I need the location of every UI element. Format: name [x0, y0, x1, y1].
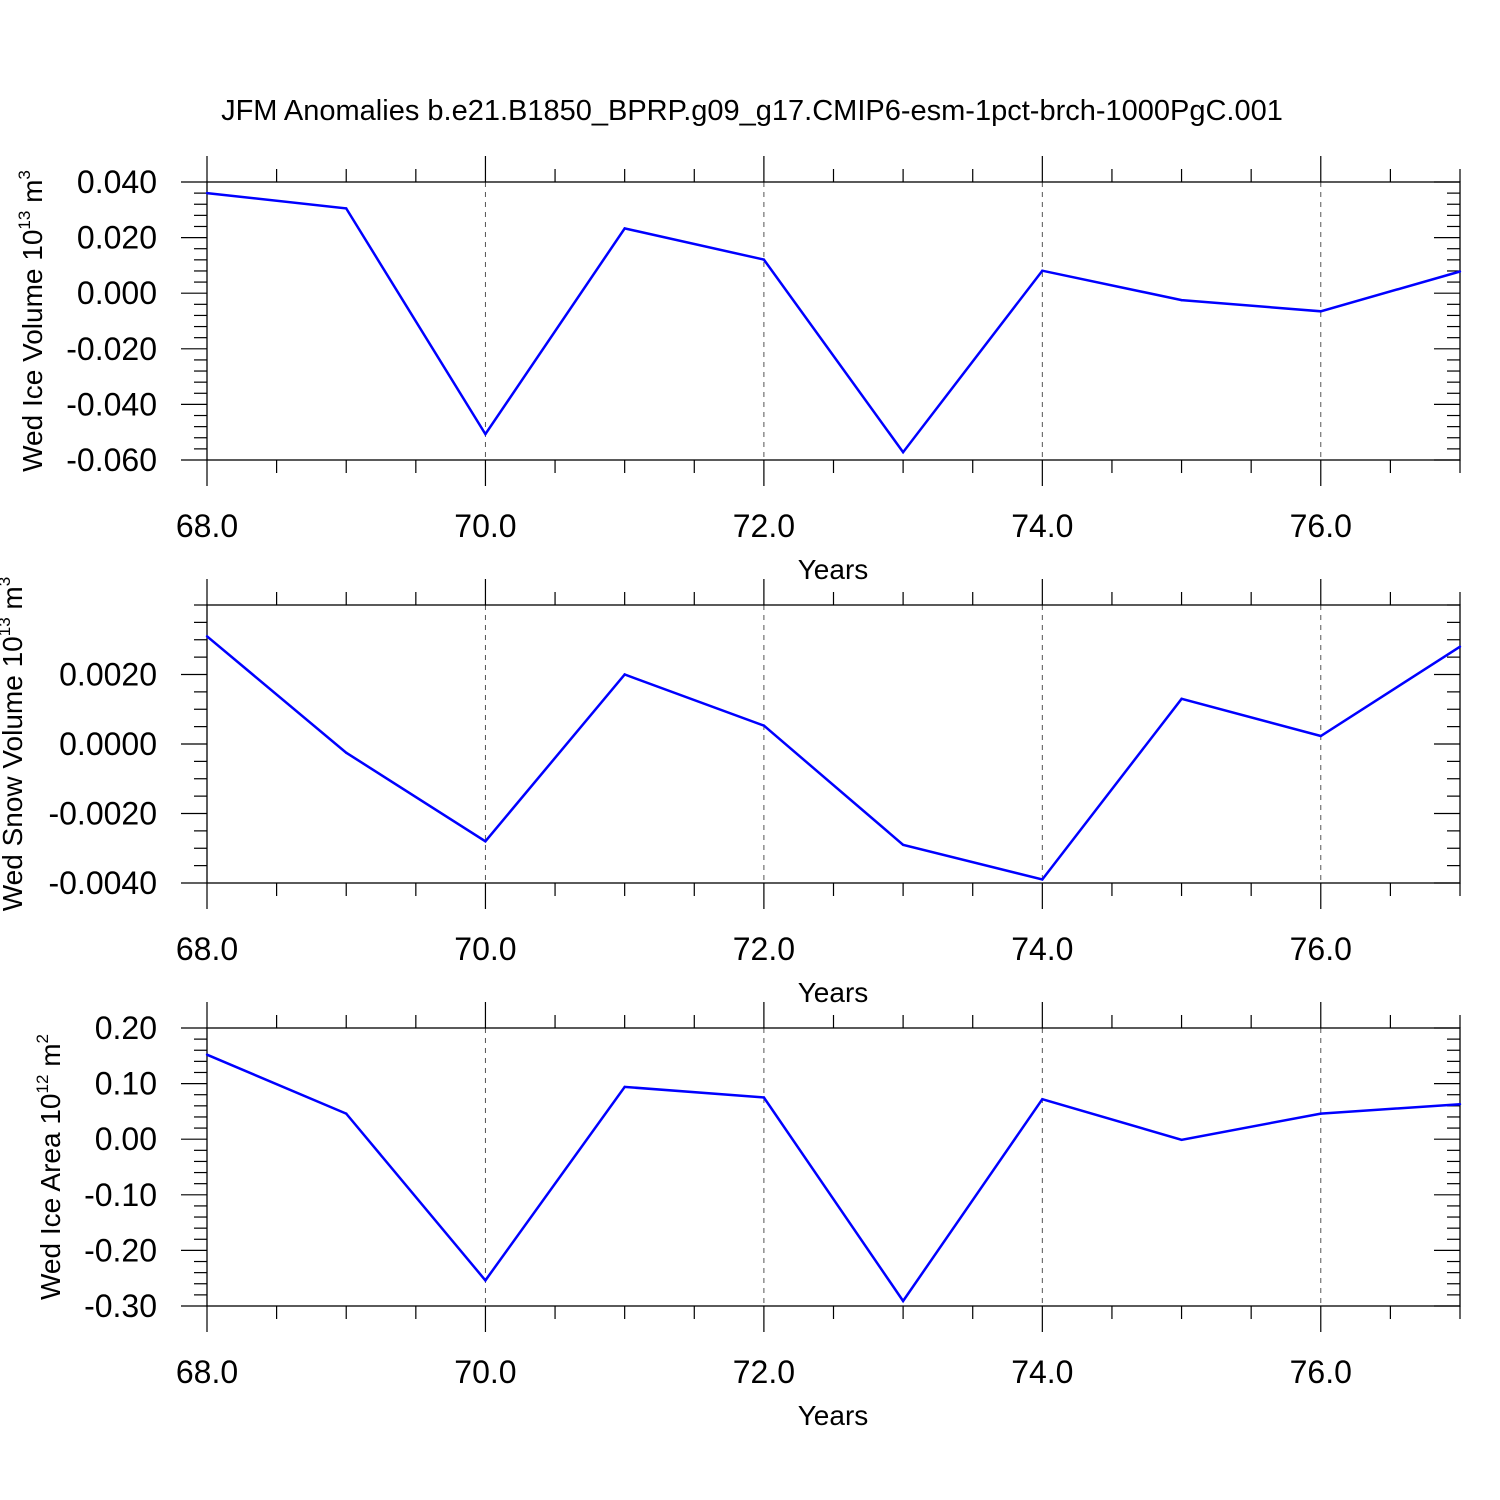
- x-tick-label: 72.0: [733, 931, 795, 967]
- y-axis-title: Wed Ice Area 1012 m2: [33, 1034, 66, 1300]
- y-axis-title-unit-exponent: 3: [0, 577, 14, 586]
- y-axis-title-unit: m: [35, 1043, 66, 1074]
- y-tick-label: -0.020: [66, 331, 157, 367]
- y-tick-label: 0.000: [77, 275, 157, 311]
- y-tick-label: 0.020: [77, 220, 157, 256]
- y-tick-label: -0.060: [66, 442, 157, 478]
- y-tick-label: 0.040: [77, 164, 157, 200]
- x-tick-label: 70.0: [454, 931, 516, 967]
- data-point: [1319, 1112, 1322, 1115]
- y-tick-label: -0.0040: [48, 865, 157, 901]
- plot-frame: [206, 1027, 1461, 1307]
- data-point: [1041, 1097, 1044, 1101]
- data-point: [762, 258, 766, 261]
- data-point: [762, 724, 766, 727]
- series-line: [206, 1053, 1461, 1304]
- x-tick-label: 72.0: [733, 508, 795, 544]
- data-point: [1319, 310, 1322, 313]
- y-axis-title-unit: m: [0, 586, 28, 617]
- y-axis-title: Wed Ice Volume 1013 m3: [15, 170, 48, 472]
- x-tick-label: 68.0: [176, 931, 238, 967]
- x-axis-title: Years: [798, 554, 869, 585]
- y-axis-title: Wed Snow Volume 1013 m3: [0, 577, 28, 911]
- panel-3: 68.0 70.0 72.0 74.0 76.0 Years -0.30 -0.20 -0.10…: [33, 1002, 1462, 1431]
- x-tick-label: 68.0: [176, 1354, 238, 1390]
- data-point: [1458, 1102, 1462, 1106]
- data-point: [1041, 878, 1044, 881]
- y-axis-title-text: Wed Ice Area 10: [35, 1094, 66, 1301]
- y-axis-title-exponent: 12: [33, 1075, 52, 1094]
- chart-panels: 68.0 70.0 72.0 74.0 76.0 Years -0.060 -0.040 -0.…: [0, 156, 1462, 1431]
- y-tick-label: -0.10: [84, 1177, 157, 1213]
- x-axis-title: Years: [798, 977, 869, 1008]
- x-tick-label: 76.0: [1290, 508, 1352, 544]
- chart-title: JFM Anomalies b.e21.B1850_BPRP.g09_g17.C…: [221, 95, 1283, 127]
- panel-1: 68.0 70.0 72.0 74.0 76.0 Years -0.060 -0.040 -0.…: [15, 156, 1462, 585]
- y-axis-title-unit: m: [17, 180, 48, 211]
- y-tick-label: 0.20: [95, 1010, 157, 1046]
- data-point: [623, 673, 626, 676]
- data-point: [345, 207, 348, 210]
- y-axis-title-unit-exponent: 3: [15, 170, 34, 179]
- data-point: [901, 451, 905, 454]
- x-tick-label: 74.0: [1011, 931, 1073, 967]
- y-tick-label: 0.00: [95, 1121, 157, 1157]
- panel-2: 68.0 70.0 72.0 74.0 76.0 Years -0.0040 -0.0020 0…: [0, 577, 1462, 1008]
- plot-frame: [206, 181, 1461, 461]
- data-point: [1458, 645, 1462, 648]
- y-tick-label: -0.30: [84, 1288, 157, 1324]
- plot-frame: [206, 604, 1461, 884]
- y-axis-title-unit-exponent: 2: [33, 1034, 52, 1043]
- data-point: [484, 840, 487, 843]
- data-point: [1458, 270, 1462, 273]
- data-point: [623, 1085, 626, 1089]
- x-tick-label: 74.0: [1011, 508, 1073, 544]
- data-point: [1180, 298, 1183, 302]
- data-point: [623, 227, 626, 230]
- data-point: [1319, 734, 1322, 738]
- x-tick-label: 68.0: [176, 508, 238, 544]
- data-point: [484, 1279, 487, 1282]
- data-point: [901, 1299, 905, 1303]
- x-tick-label: 72.0: [733, 1354, 795, 1390]
- data-point: [345, 751, 348, 754]
- y-tick-label: 0.10: [95, 1066, 157, 1102]
- y-tick-label: -0.0020: [48, 796, 157, 832]
- series-line: [206, 635, 1461, 881]
- data-point: [205, 191, 209, 195]
- data-point: [205, 635, 209, 638]
- y-axis-title-text: Wed Ice Volume 10: [17, 230, 48, 472]
- y-tick-label: 0.0020: [59, 657, 157, 693]
- data-point: [1180, 697, 1183, 701]
- x-tick-label: 76.0: [1290, 931, 1352, 967]
- y-tick-label: -0.20: [84, 1232, 157, 1268]
- y-axis-title-exponent: 13: [0, 617, 14, 636]
- data-point: [901, 843, 905, 846]
- data-point: [762, 1096, 766, 1099]
- y-tick-label: 0.0000: [59, 726, 157, 762]
- x-tick-label: 70.0: [454, 1354, 516, 1390]
- y-tick-label: -0.040: [66, 386, 157, 422]
- y-axis-title-exponent: 13: [15, 211, 34, 230]
- y-axis-title-text: Wed Snow Volume 10: [0, 636, 28, 911]
- x-tick-label: 74.0: [1011, 1354, 1073, 1390]
- x-tick-label: 76.0: [1290, 1354, 1352, 1390]
- series-line: [206, 191, 1461, 455]
- data-point: [1180, 1138, 1183, 1141]
- data-point: [1041, 269, 1044, 272]
- x-tick-label: 70.0: [454, 508, 516, 544]
- data-point: [484, 432, 487, 436]
- data-point: [345, 1112, 348, 1115]
- x-axis-title: Years: [798, 1400, 869, 1431]
- data-point: [205, 1053, 209, 1056]
